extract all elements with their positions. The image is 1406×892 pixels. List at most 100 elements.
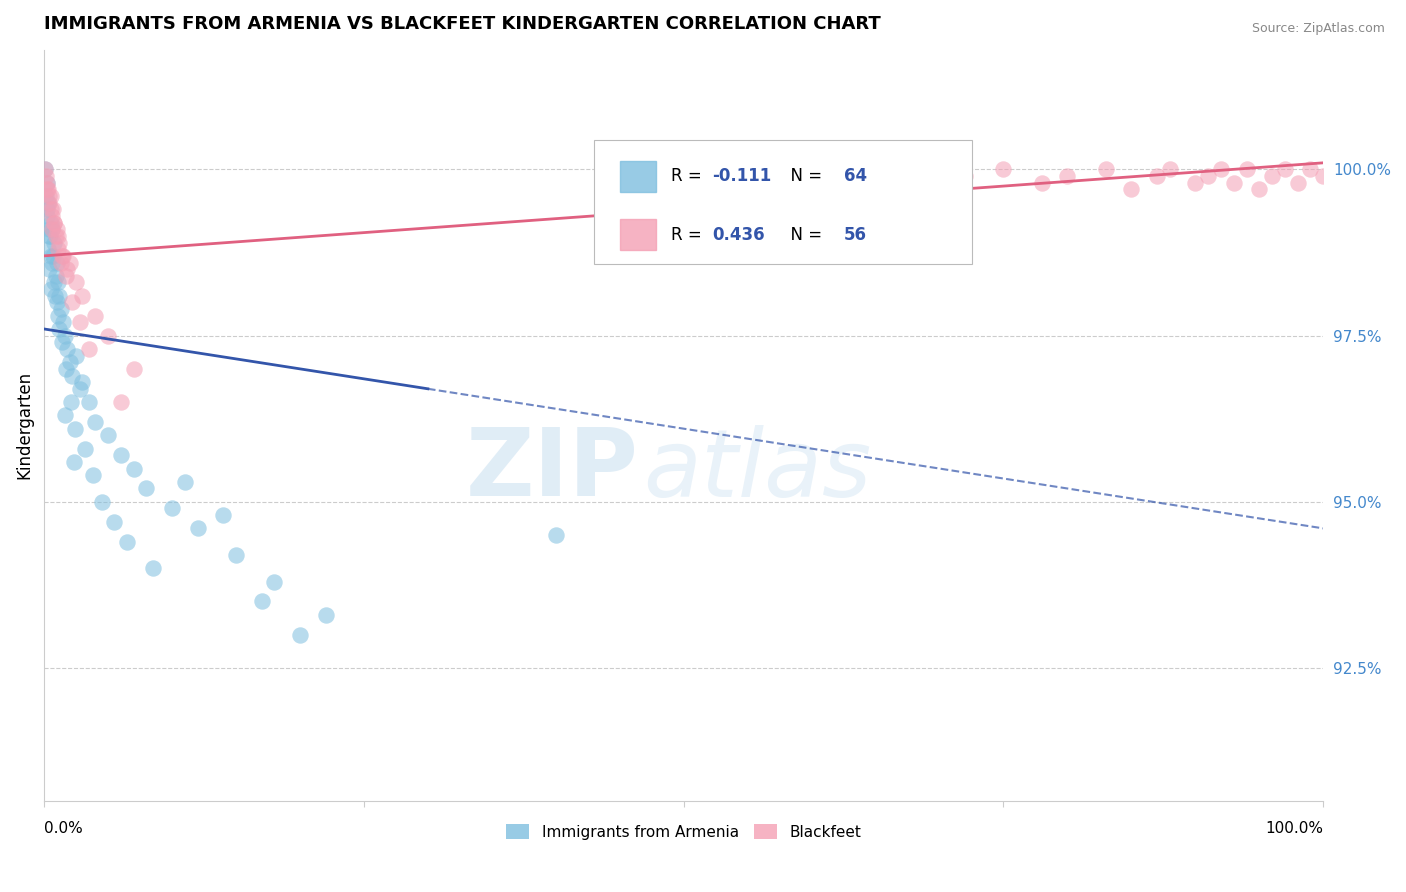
Point [37, 242, 59, 256]
Point [38, 262, 60, 277]
Text: 64: 64 [844, 168, 866, 186]
Point [84, 415, 107, 429]
Point [122, 461, 145, 475]
Point [59, 395, 82, 409]
Point [38, 228, 60, 243]
Point [77, 342, 100, 356]
Point [46, 309, 69, 323]
Point [59, 255, 82, 269]
Point [37, 182, 59, 196]
Point [53, 409, 76, 423]
Point [65, 349, 87, 363]
Point [97, 328, 120, 343]
Point [35, 176, 58, 190]
Text: atlas: atlas [643, 425, 870, 516]
Point [51, 249, 73, 263]
Point [37, 195, 59, 210]
Point [1095, 162, 1118, 177]
Text: R =: R = [671, 226, 707, 244]
Point [160, 501, 183, 516]
Point [39, 189, 62, 203]
Text: 56: 56 [844, 226, 866, 244]
Point [49, 301, 72, 316]
Point [38, 228, 60, 243]
Point [212, 508, 235, 522]
Point [1236, 162, 1258, 177]
Point [73, 442, 96, 456]
Point [56, 262, 79, 277]
Point [45, 222, 67, 236]
Point [37, 182, 59, 196]
Point [117, 534, 139, 549]
Point [1261, 169, 1284, 183]
Legend: Immigrants from Armenia, Blackfeet: Immigrants from Armenia, Blackfeet [501, 818, 868, 846]
Point [46, 228, 69, 243]
Point [1197, 169, 1219, 183]
Point [48, 235, 70, 250]
Point [288, 628, 311, 642]
Point [1312, 169, 1334, 183]
Point [1286, 176, 1309, 190]
Point [48, 289, 70, 303]
Point [52, 249, 75, 263]
Point [38, 195, 60, 210]
Point [42, 276, 65, 290]
Point [35, 209, 58, 223]
Point [51, 335, 73, 350]
Point [60, 368, 83, 383]
Point [41, 222, 63, 236]
Point [82, 468, 104, 483]
Point [41, 222, 63, 236]
Point [48, 322, 70, 336]
Point [39, 282, 62, 296]
Point [90, 495, 112, 509]
Point [59, 355, 82, 369]
Point [187, 521, 209, 535]
Point [45, 295, 67, 310]
Point [1274, 162, 1296, 177]
Point [34, 162, 56, 177]
Bar [620, 219, 655, 251]
Bar [620, 161, 655, 192]
Point [953, 169, 976, 183]
Point [544, 528, 567, 542]
Point [35, 169, 58, 183]
Point [45, 228, 67, 243]
Point [69, 382, 91, 396]
Text: ZIP: ZIP [465, 425, 638, 516]
Point [77, 395, 100, 409]
Point [1249, 182, 1271, 196]
Point [65, 276, 87, 290]
Point [52, 315, 75, 329]
Point [35, 176, 58, 190]
Point [42, 216, 65, 230]
Text: N =: N = [780, 168, 827, 186]
Point [72, 375, 94, 389]
Point [993, 162, 1015, 177]
Point [250, 594, 273, 608]
Text: -0.111: -0.111 [711, 168, 770, 186]
Point [1222, 176, 1244, 190]
Text: 100.0%: 100.0% [1265, 821, 1323, 836]
Point [103, 515, 125, 529]
Point [62, 455, 84, 469]
Point [49, 255, 72, 269]
Point [110, 448, 132, 462]
Point [45, 255, 67, 269]
Point [34, 162, 56, 177]
Point [1209, 162, 1232, 177]
Point [37, 202, 59, 217]
Point [38, 222, 60, 236]
Point [38, 189, 60, 203]
Text: R =: R = [671, 168, 707, 186]
Point [800, 176, 823, 190]
Point [60, 295, 83, 310]
Point [225, 548, 247, 562]
Point [42, 249, 65, 263]
Point [41, 255, 63, 269]
Point [44, 216, 66, 230]
Point [44, 289, 66, 303]
Point [39, 249, 62, 263]
Point [35, 189, 58, 203]
Point [55, 268, 77, 283]
